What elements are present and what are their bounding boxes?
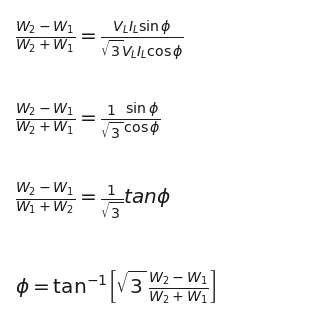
Text: $\frac{W_2 - W_1}{W_1 + W_2} = \frac{1}{\sqrt{3}} \mathit{tan}\phi$: $\frac{W_2 - W_1}{W_1 + W_2} = \frac{1}{… xyxy=(15,181,172,221)
Text: $\frac{W_2 - W_1}{W_2 + W_1} = \frac{V_L I_L \sin \phi}{\sqrt{3} V_L I_L \cos \p: $\frac{W_2 - W_1}{W_2 + W_1} = \frac{V_L… xyxy=(15,19,184,63)
Text: $\frac{W_2 - W_1}{W_2 + W_1} = \frac{1}{\sqrt{3}} \frac{\sin \phi}{\cos \phi}$: $\frac{W_2 - W_1}{W_2 + W_1} = \frac{1}{… xyxy=(15,100,161,142)
Text: $\phi = \tan^{-1} \!\left[ \sqrt{3}\, \frac{W_2 - W_1}{W_2 + W_1} \right]$: $\phi = \tan^{-1} \!\left[ \sqrt{3}\, \f… xyxy=(15,268,217,306)
